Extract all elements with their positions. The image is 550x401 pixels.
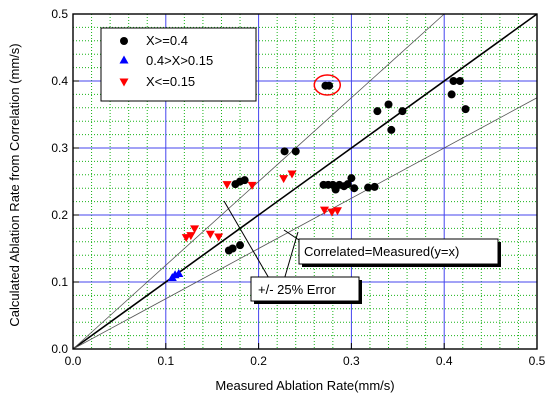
data-point-circle (449, 77, 458, 85)
data-point-triangle-down (205, 230, 215, 239)
data-point-circle (325, 81, 334, 90)
y-axis-label: Calculated Ablation Rate from Correlatio… (7, 43, 22, 326)
x-axis-label: Measured Ablation Rate(mm/s) (215, 378, 394, 393)
reference-line-y-equals-x (72, 13, 538, 350)
data-point-circle (447, 90, 456, 99)
data-point-triangle-down (327, 208, 337, 217)
data-point-circle (364, 183, 373, 192)
x-tick-label: 0.5 (529, 354, 546, 368)
y-tick-label: 0.2 (51, 208, 68, 222)
data-point-circle (236, 241, 245, 250)
data-point-triangle-down (190, 225, 200, 234)
legend-label-series-2: 0.4>X>0.15 (146, 53, 213, 68)
error-arrow-upper (223, 200, 271, 281)
data-point-circle (343, 180, 352, 189)
data-point-triangle-down (222, 181, 232, 190)
x-tick-label: 0.1 (157, 354, 174, 368)
data-point-triangle-down (287, 170, 297, 179)
data-point-circle (280, 147, 289, 156)
data-point-circle (350, 184, 359, 193)
data-point-circle (347, 174, 356, 183)
data-point-circle (240, 176, 249, 185)
legend-label-series-3: X<=0.15 (146, 74, 195, 89)
x-tick-label: 0.4 (436, 354, 453, 368)
data-point-circle (373, 107, 382, 116)
data-point-circle (461, 105, 470, 114)
legend-marker-triangle-up (119, 55, 129, 64)
data-point-circle (370, 182, 379, 191)
data-point-triangle-up (174, 268, 184, 277)
data-point-triangle-down (214, 233, 224, 242)
correlated-label-box (298, 238, 499, 265)
error-label: +/- 25% Error (258, 282, 336, 297)
data-point-triangle-down (181, 234, 191, 243)
error-arrow-lower (283, 231, 299, 281)
legend-label-series-1: X>=0.4 (146, 33, 188, 48)
data-point-circle (398, 107, 407, 116)
data-point-circle (455, 77, 464, 85)
legend-marker-circle (120, 37, 128, 45)
x-tick-label: 0.0 (65, 354, 82, 368)
data-point-circle (291, 147, 300, 156)
reference-line-error-bound (72, 97, 538, 350)
reference-lines (72, 13, 538, 350)
y-tick-label: 0.1 (51, 275, 68, 289)
data-point-triangle-down (332, 207, 342, 216)
data-point-triangle-down (319, 206, 329, 215)
legend-marker-triangle-down (119, 78, 129, 87)
data-point-triangle-down (247, 181, 257, 190)
y-tick-label: 0.0 (51, 342, 68, 356)
data-points (167, 77, 470, 281)
y-tick-label: 0.3 (51, 141, 68, 155)
highlight-circle (313, 74, 342, 96)
data-point-circle (387, 125, 396, 134)
axis-ticks (72, 13, 538, 350)
plot-frame (72, 13, 538, 350)
data-point-circle (384, 100, 393, 109)
error-annotation: +/- 25% Error (223, 200, 362, 304)
x-tick-label: 0.2 (250, 354, 267, 368)
data-point-triangle-down (279, 175, 289, 184)
data-point-circle (228, 244, 237, 253)
correlated-annotation: Correlated=Measured(y=x) (283, 229, 501, 267)
y-tick-label: 0.5 (51, 7, 68, 21)
tick-labels: 0.0 0.1 0.2 0.3 0.4 0.5 0.0 0.1 0.2 0.3 0.4 0.5 (51, 7, 545, 368)
legend: X>=0.4 0.4>X>0.15 X<=0.15 (100, 27, 257, 102)
reference-line-error-bound (72, 13, 445, 350)
y-tick-label: 0.4 (51, 74, 68, 88)
data-point-triangle-down (186, 232, 196, 241)
x-tick-label: 0.3 (343, 354, 360, 368)
correlated-label: Correlated=Measured(y=x) (304, 244, 459, 259)
error-label-box (250, 276, 360, 302)
